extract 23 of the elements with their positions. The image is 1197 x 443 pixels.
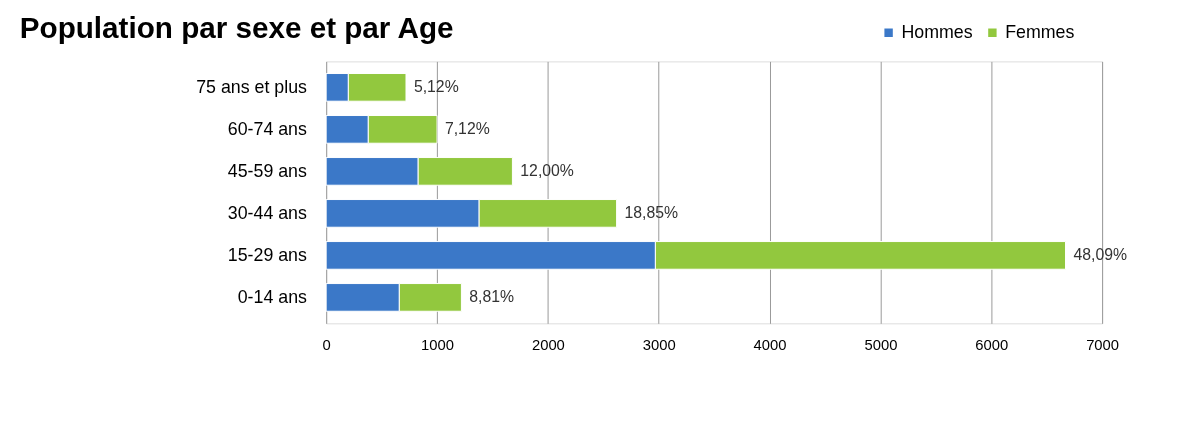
x-tick-label: 0 [322,336,331,353]
y-tick-label: 0-14 ans [237,286,308,307]
y-tick-label: 15-29 ans [227,244,308,265]
annotation: 8,81% [469,288,515,306]
annotation: 12,00% [520,162,574,180]
y-tick-label: 30-44 ans [227,202,308,223]
x-tick-label: 6000 [975,336,1009,353]
x-tick-label: 2000 [531,336,565,353]
annotation: 5,12% [413,78,459,96]
legend-label: Hommes [901,21,973,42]
y-tick-label: 60-74 ans [227,118,308,139]
x-tick-label: 4000 [753,336,787,353]
x-tick-label: 3000 [642,336,676,353]
chart-title: Population par sexe et par Age [19,10,454,44]
y-tick-label: 45-59 ans [227,160,308,181]
legend-label: Femmes [1005,21,1075,42]
annotation: 48,09% [1073,246,1128,264]
x-tick-label: 7000 [1086,336,1120,353]
annotation: 18,85% [624,204,679,222]
x-tick-label: 1000 [421,336,454,353]
y-tick-label: 75 ans et plus [196,76,308,97]
annotation: 7,12% [444,120,490,138]
x-tick-label: 5000 [864,336,898,353]
